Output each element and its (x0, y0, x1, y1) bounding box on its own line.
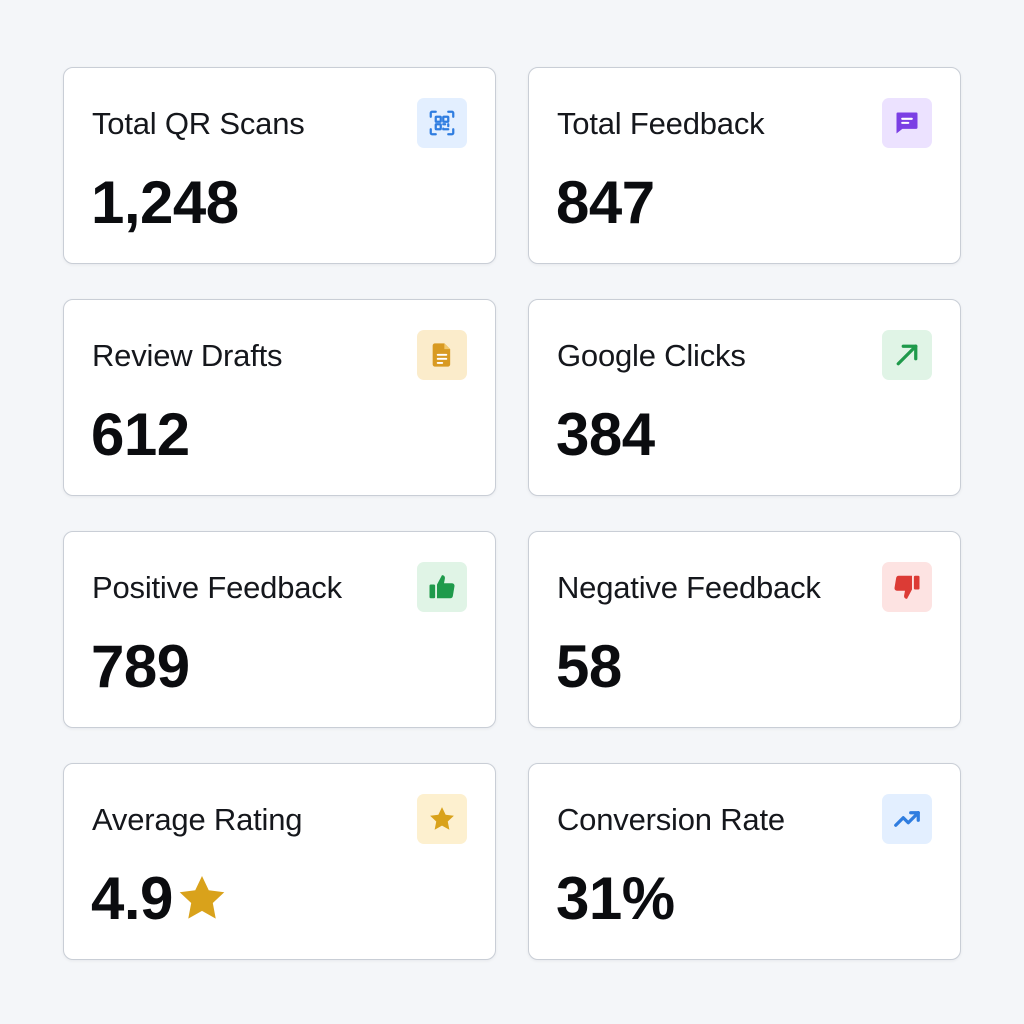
message-icon (882, 98, 932, 148)
stat-card-total-qr-scans[interactable]: Total QR Scans 1,248 (63, 67, 496, 264)
stat-value-text: 789 (91, 633, 190, 700)
star-icon (417, 794, 467, 844)
stats-grid: Total QR Scans 1,248 Total Feedback 847 … (63, 67, 961, 960)
stat-card-google-clicks[interactable]: Google Clicks 384 (528, 299, 961, 496)
stat-card-title: Positive Feedback (92, 570, 342, 605)
stat-value-text: 847 (556, 169, 655, 236)
stat-card-value: 31% (556, 864, 675, 934)
arrow-up-right-icon (882, 330, 932, 380)
stat-card-title: Average Rating (92, 802, 303, 837)
stat-card-title: Conversion Rate (557, 802, 785, 837)
stat-card-review-drafts[interactable]: Review Drafts 612 (63, 299, 496, 496)
stat-card-value: 58 (556, 632, 622, 702)
stat-card-value: 384 (556, 400, 655, 470)
stat-card-positive-feedback[interactable]: Positive Feedback 789 (63, 531, 496, 728)
stat-value-text: 31% (556, 865, 675, 932)
stat-card-value: 1,248 (91, 168, 239, 238)
stat-card-conversion-rate[interactable]: Conversion Rate 31% (528, 763, 961, 960)
thumbs-up-icon (417, 562, 467, 612)
stat-card-title: Google Clicks (557, 338, 746, 373)
rating-star-icon (175, 872, 229, 926)
thumbs-down-icon (882, 562, 932, 612)
stat-card-value: 847 (556, 168, 655, 238)
stat-value-text: 58 (556, 633, 622, 700)
stat-value-text: 384 (556, 401, 655, 468)
trending-up-icon (882, 794, 932, 844)
stat-card-total-feedback[interactable]: Total Feedback 847 (528, 67, 961, 264)
stat-value-text: 612 (91, 401, 190, 468)
stat-value-text: 1,248 (91, 169, 239, 236)
stat-card-title: Total QR Scans (92, 106, 305, 141)
document-icon (417, 330, 467, 380)
stat-card-average-rating[interactable]: Average Rating 4.9 (63, 763, 496, 960)
stat-card-negative-feedback[interactable]: Negative Feedback 58 (528, 531, 961, 728)
stat-card-title: Negative Feedback (557, 570, 821, 605)
stat-card-value: 789 (91, 632, 190, 702)
stat-card-title: Review Drafts (92, 338, 283, 373)
stat-value-text: 4.9 (91, 865, 173, 932)
stat-card-title: Total Feedback (557, 106, 765, 141)
stat-card-value: 4.9 (91, 864, 229, 934)
stat-card-value: 612 (91, 400, 190, 470)
qr-code-icon (417, 98, 467, 148)
